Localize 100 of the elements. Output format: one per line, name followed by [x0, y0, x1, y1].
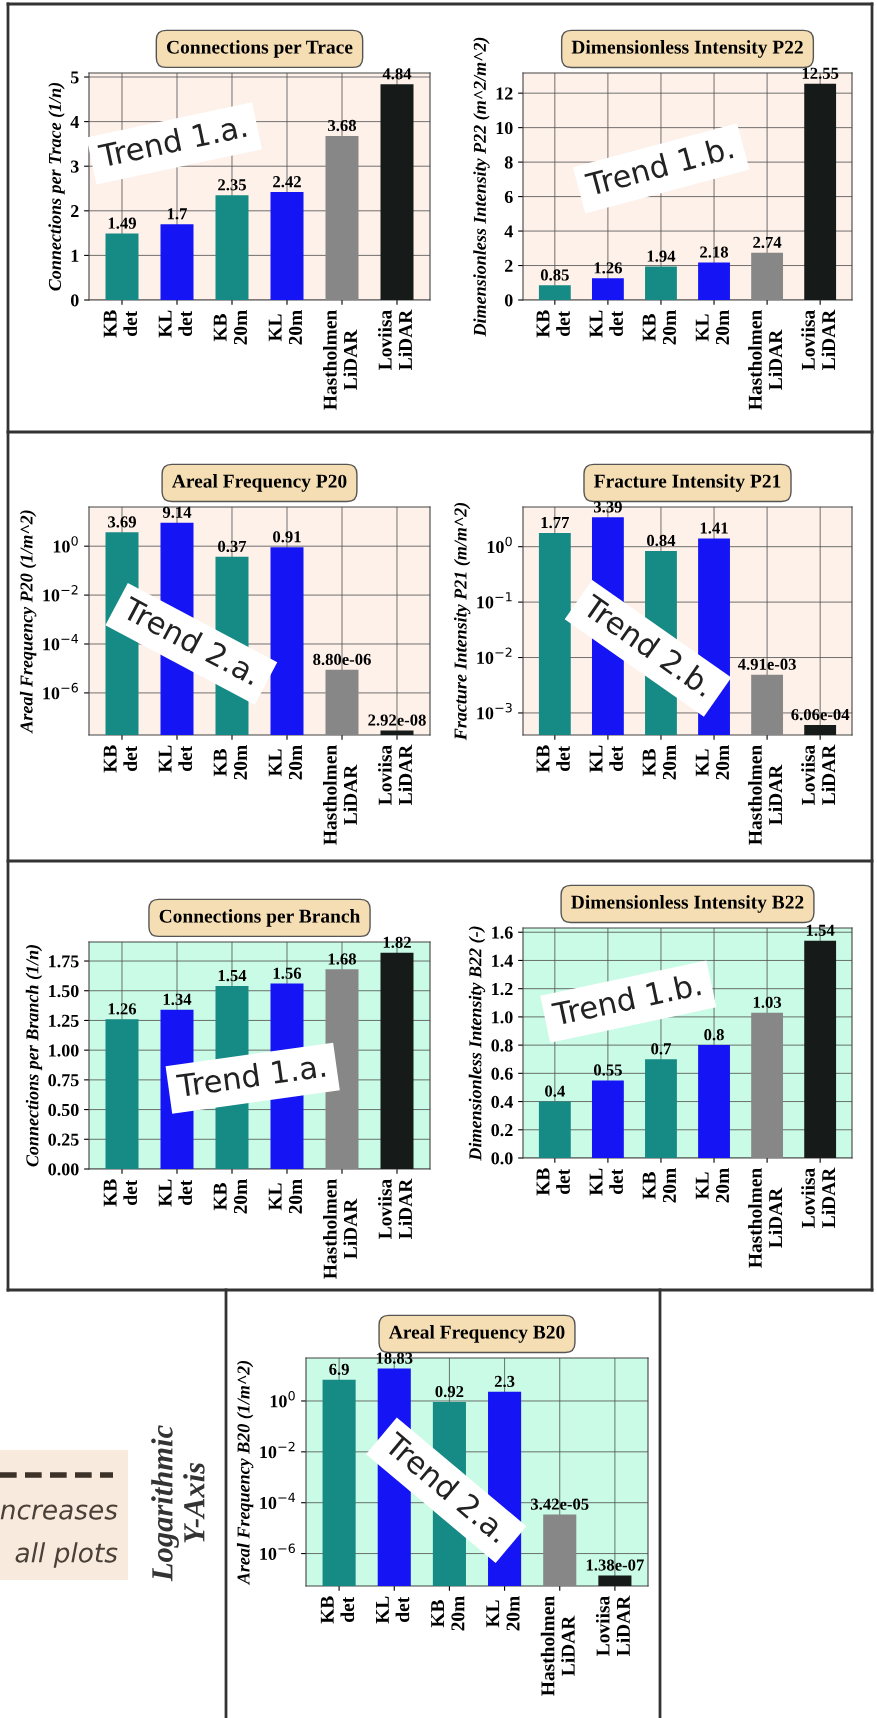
y-tick-label: 10$^{−6}$: [43, 682, 78, 700]
x-tick-label: Hastholmen LiDAR: [748, 310, 782, 410]
data-label: 6.9: [329, 1363, 349, 1375]
y-tick-label: 6: [504, 190, 513, 204]
data-label: 4.84: [382, 68, 412, 80]
y-tick-label: 0.50: [48, 1103, 79, 1117]
data-label: 0.91: [273, 531, 301, 543]
chart-title: Dimensionless Intensity P22: [571, 40, 803, 58]
y-axis-title: Areal Frequency P20 (1/m^2): [19, 510, 37, 734]
x-tick-label: KB det: [320, 1596, 355, 1624]
x-tick-label: KB 20m: [213, 310, 248, 345]
x-tick-label: KB 20m: [213, 745, 248, 780]
data-label: 2.74: [753, 236, 782, 249]
data-label: 1.7: [167, 208, 188, 220]
x-tick-label: Loviisa LiDAR: [801, 744, 836, 805]
x-tick-label: Hastholmen LiDAR: [323, 745, 357, 845]
y-tick-label: 1.75: [49, 955, 79, 968]
bar: [645, 1059, 677, 1158]
x-tick-label: Hastholmen LiDAR: [323, 1179, 357, 1279]
y-tick-label: 2: [71, 205, 79, 218]
x-tick-label: KL 20m: [486, 1596, 520, 1631]
data-label: 1.03: [753, 996, 782, 1008]
data-label: 3.68: [328, 119, 357, 132]
text: all plots: [15, 1542, 118, 1568]
y-tick-label: 10$^{−2}$: [260, 1441, 295, 1459]
y-axis-title: Dimensionless Intensity P22 (m^2/m^2): [473, 37, 490, 337]
x-tick-label: Loviisa LiDAR: [801, 309, 836, 370]
bar: [215, 195, 249, 300]
chart-title: Fracture Intensity P21: [594, 474, 781, 492]
data-label: 1.56: [273, 967, 302, 979]
bar: [591, 1080, 624, 1158]
text: Logarithmic Y-Axis: [151, 1425, 205, 1582]
data-label: 1.26: [108, 1003, 137, 1015]
x-tick-label: Hastholmen LiDAR: [540, 1596, 575, 1696]
y-tick-label: 1.50: [49, 984, 79, 998]
x-tick-label: KL det: [376, 1596, 410, 1624]
y-tick-label: 4: [70, 115, 79, 128]
y-tick-label: 10$^{−4}$: [43, 634, 79, 651]
bar: [698, 1045, 730, 1158]
bar: [380, 952, 414, 1169]
y-tick-label: 1.00: [49, 1044, 79, 1057]
x-tick-label: Hastholmen LiDAR: [323, 310, 357, 410]
annotation: Trend 1.a.: [175, 1053, 326, 1098]
data-label: 2.42: [273, 176, 301, 188]
y-axis-title: Connections per Trace (1/n): [48, 82, 65, 291]
y-axis-title: Dimensionless Intensity B22 (-): [468, 926, 486, 1161]
x-tick-label: KB 20m: [642, 310, 676, 345]
y-tick-label: 5: [70, 71, 79, 84]
data-label: 0.4: [545, 1085, 565, 1097]
y-tick-label: 10$^{−1}$: [477, 592, 512, 609]
bar: [698, 262, 730, 300]
data-label: 3.69: [108, 516, 136, 528]
x-tick-label: Loviisa LiDAR: [595, 1595, 630, 1656]
x-tick-label: KB 20m: [642, 1168, 676, 1203]
x-tick-label: KB det: [103, 745, 138, 773]
y-tick-label: 12: [496, 87, 513, 100]
x-tick-label: KB 20m: [213, 1179, 248, 1214]
y-tick-label: 0: [70, 294, 79, 307]
y-tick-label: 2: [505, 259, 513, 272]
x-tick-label: KB 20m: [431, 1596, 465, 1631]
data-label: 0.85: [540, 269, 569, 281]
y-tick-label: 10$^{0}$: [53, 536, 78, 553]
x-tick-label: KL 20m: [695, 310, 730, 345]
data-label: 18.83: [376, 1352, 413, 1364]
data-label: 1.49: [108, 217, 136, 229]
y-tick-label: 1.25: [49, 1014, 79, 1027]
bar: [270, 192, 304, 300]
y-tick-label: 0.75: [48, 1074, 79, 1087]
y-tick-label: 10$^{0}$: [487, 536, 512, 554]
bar: [380, 84, 414, 300]
data-label: 3.39: [593, 501, 622, 513]
x-tick-label: KL 20m: [268, 310, 303, 345]
annotation: Trend 1.b.: [550, 972, 702, 1027]
x-tick-label: KL det: [589, 745, 623, 773]
data-label: 1.94: [647, 250, 676, 262]
data-label: 0.55: [593, 1064, 622, 1076]
x-tick-label: Loviisa LiDAR: [378, 1178, 412, 1239]
y-axis-title: Connections per Branch (1/n): [25, 945, 43, 1167]
y-tick-label: 8: [504, 156, 513, 169]
chart-title: Connections per Trace: [167, 40, 353, 58]
y-tick-label: 1.4: [492, 954, 513, 967]
bar: [751, 1012, 784, 1158]
y-tick-label: 3: [70, 160, 79, 173]
y-axis-title: Areal Frequency B20 (1/m^2): [236, 1360, 254, 1586]
y-axis-title: Fracture Intensity P21 (m/m^2): [453, 502, 471, 741]
data-label: 9.14: [162, 506, 192, 518]
data-label: 6.06e-04: [791, 708, 850, 721]
data-label: 4.91e-03: [737, 658, 796, 670]
data-label: 3.42e-05: [530, 1498, 589, 1510]
x-tick-label: Hastholmen LiDAR: [748, 1168, 782, 1268]
chart-title: Areal Frequency P20: [172, 474, 347, 492]
bar: [105, 233, 139, 300]
y-tick-label: 0.25: [48, 1133, 79, 1146]
x-tick-label: KL det: [158, 1179, 193, 1207]
data-label: 1.34: [163, 993, 192, 1006]
x-tick-label: KB det: [536, 310, 570, 338]
chart-title: Dimensionless Intensity B22: [571, 895, 804, 913]
bar: [751, 252, 784, 300]
bar: [160, 224, 194, 300]
x-tick-label: KL 20m: [268, 745, 303, 780]
